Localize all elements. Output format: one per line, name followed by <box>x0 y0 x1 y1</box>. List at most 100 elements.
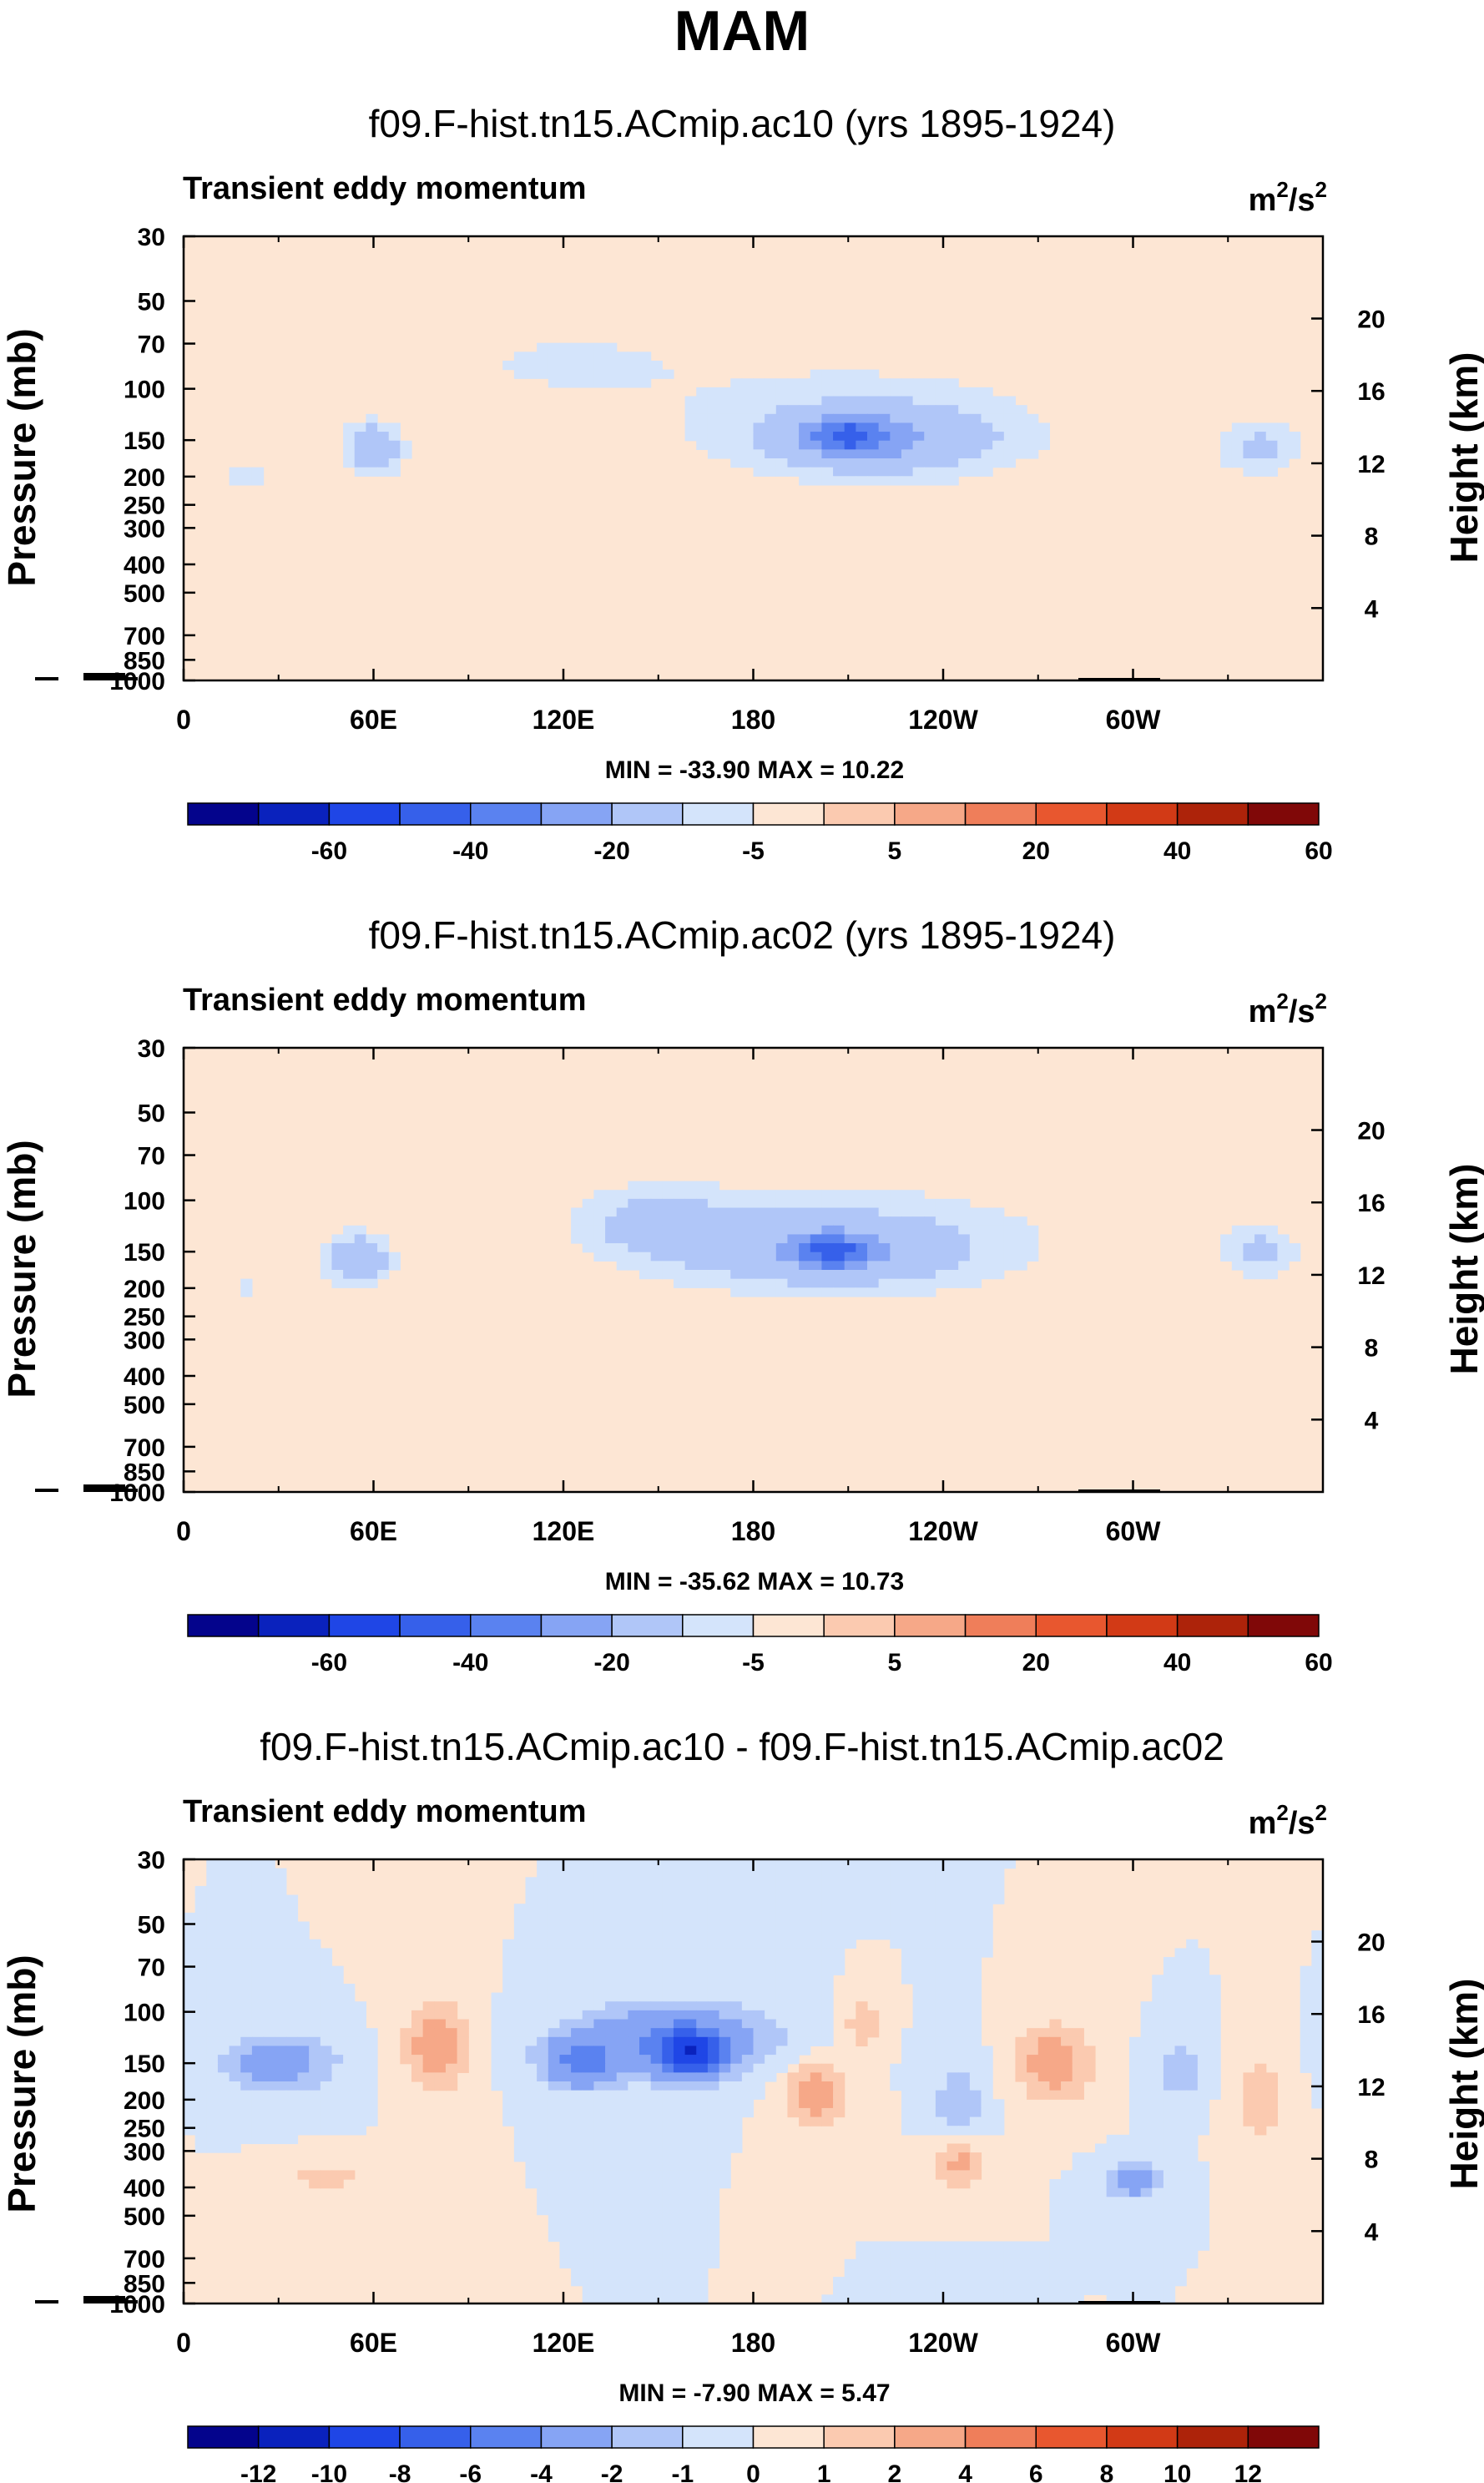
panel-3-field-cell <box>1163 2063 1176 2073</box>
panel-3-field-cell <box>1083 2072 1096 2082</box>
panel-3-field-cell <box>992 2277 1005 2287</box>
panel-3-field-cell <box>684 1912 697 1923</box>
panel-2-field-cell <box>343 1243 356 1253</box>
panel-3-field-cell <box>548 2232 561 2243</box>
panel-2-field-cell <box>856 1216 868 1226</box>
panel-3-htick-label: 4 <box>1365 2218 1379 2246</box>
panel-3-field-cell <box>1037 2258 1050 2269</box>
panel-1-field-cell <box>833 440 845 450</box>
panel-3-field-cell <box>673 2081 686 2091</box>
panel-3-field-cell <box>1003 2268 1017 2278</box>
panel-3-field-cell <box>696 1859 709 1869</box>
panel-3-field-cell <box>1037 2028 1050 2038</box>
panel-2-field-cell <box>730 1287 743 1297</box>
panel-1-field-cell <box>616 369 628 379</box>
panel-3-field-cell <box>434 2019 447 2029</box>
panel-3-field-cell <box>912 1894 925 1904</box>
panel-2-field-cell <box>765 1261 777 1271</box>
panel-2-field-cell <box>810 1252 822 1262</box>
panel-3-field-cell <box>1106 2179 1118 2189</box>
panel-3-field-cell <box>719 2116 731 2126</box>
panel-2-field-cell <box>616 1243 628 1253</box>
panel-3-field-cell <box>856 1921 868 1931</box>
panel-3-field-cell <box>366 2107 378 2118</box>
panel-3-field-cell <box>890 1904 902 1914</box>
panel-3-field-cell <box>1186 2223 1199 2233</box>
panel-3-field-cell <box>878 2268 891 2278</box>
panel-3-field-cell <box>741 1957 755 1967</box>
panel-3-field-cell <box>1061 2081 1073 2091</box>
panel-3-field-cell <box>1163 2187 1176 2197</box>
panel-2-field-cell <box>969 1243 982 1253</box>
panel-3-field-cell <box>696 2294 709 2304</box>
panel-1-field-cell <box>753 422 765 432</box>
panel-3-field-cell <box>912 2107 925 2118</box>
panel-3-field-cell <box>684 2294 697 2304</box>
panel-3-field-cell <box>548 2126 561 2136</box>
panel-3-field-cell <box>878 2277 891 2287</box>
panel-3-field-cell <box>924 1885 936 1896</box>
panel-3-field-cell <box>217 1930 230 1940</box>
panel-1-field-cell <box>799 467 811 477</box>
panel-3-field-cell <box>981 2277 993 2287</box>
panel-3-field-cell <box>935 2063 948 2073</box>
panel-1-field-cell <box>537 369 549 379</box>
panel-3-field-cell <box>696 2197 709 2207</box>
panel-3-field-cell <box>650 2268 663 2278</box>
panel-2-field-cell <box>343 1270 356 1280</box>
panel-3-field-cell <box>1209 2055 1221 2065</box>
panel-3-field-cell <box>525 2028 538 2038</box>
panel-3-field-cell <box>1265 2081 1278 2091</box>
panel-3-field-cell <box>593 1859 606 1869</box>
panel-3-field-cell <box>275 1948 287 1958</box>
panel-3-field-cell <box>1186 2001 1199 2011</box>
panel-1-title: f09.F-hist.tn15.ACmip.ac10 (yrs 1895-192… <box>369 102 1116 145</box>
panel-3-field-cell <box>548 2072 561 2082</box>
panel-1-field-cell <box>582 369 594 379</box>
panel-3-field-cell <box>650 1948 663 1958</box>
panel-3-field-cell <box>878 2294 891 2304</box>
panel-2-field-cell <box>696 1243 709 1253</box>
panel-3-field-cell <box>696 2036 709 2047</box>
panel-2-field-cell <box>810 1190 822 1200</box>
panel-2-colorbar-label: -20 <box>593 1649 629 1676</box>
panel-3-field-cell <box>1083 2179 1096 2189</box>
panel-3-field-cell <box>411 2072 424 2082</box>
panel-3-xtick-label: 60W <box>1106 2328 1162 2358</box>
panel-2-field-cell <box>935 1252 948 1262</box>
panel-3-field-cell <box>1106 2277 1118 2287</box>
panel-3-field-cell <box>251 2134 265 2145</box>
panel-3-field-cell <box>217 2028 230 2038</box>
panel-3-field-cell <box>229 1859 241 1869</box>
panel-3-field-cell <box>946 2001 959 2011</box>
panel-2-field-cell <box>719 1216 731 1226</box>
panel-1-field-cell <box>992 405 1005 415</box>
panel-1-colorbar-label: 40 <box>1163 837 1191 865</box>
panel-3-field-cell <box>229 2126 241 2136</box>
panel-3-field-cell <box>753 2072 765 2082</box>
panel-2-colorbar-swatch <box>964 1614 1037 1637</box>
panel-3-field-cell <box>320 2028 333 2038</box>
panel-3-field-cell <box>958 1930 971 1940</box>
panel-3-field-cell <box>502 1975 515 1985</box>
panel-3-field-cell <box>707 2161 720 2171</box>
panel-3-field-cell <box>1015 2241 1027 2251</box>
panel-3-field-cell <box>593 1930 606 1940</box>
panel-1-field-cell <box>1027 432 1039 442</box>
panel-3-field-cell <box>719 2152 731 2162</box>
panel-1-ptick-label: 400 <box>124 552 165 579</box>
panel-3-field-cell <box>593 1948 606 1958</box>
panel-2-field-cell <box>810 1243 822 1253</box>
panel-2-field-cell <box>673 1207 686 1217</box>
panel-3-field-cell <box>935 2241 948 2251</box>
panel-2-field-cell <box>1220 1234 1233 1244</box>
panel-3-field-cell <box>251 1957 265 1967</box>
panel-3-field-cell <box>673 2063 686 2073</box>
panel-3-field-cell <box>650 2187 663 2197</box>
panel-3-field-cell <box>513 1965 527 1975</box>
panel-1-field-cell <box>1289 440 1301 450</box>
panel-2-field-cell <box>582 1207 594 1217</box>
panel-2-colorbar-swatch <box>1176 1614 1249 1637</box>
panel-3-field-cell <box>958 2063 971 2073</box>
panel-1-field-cell <box>901 396 914 406</box>
